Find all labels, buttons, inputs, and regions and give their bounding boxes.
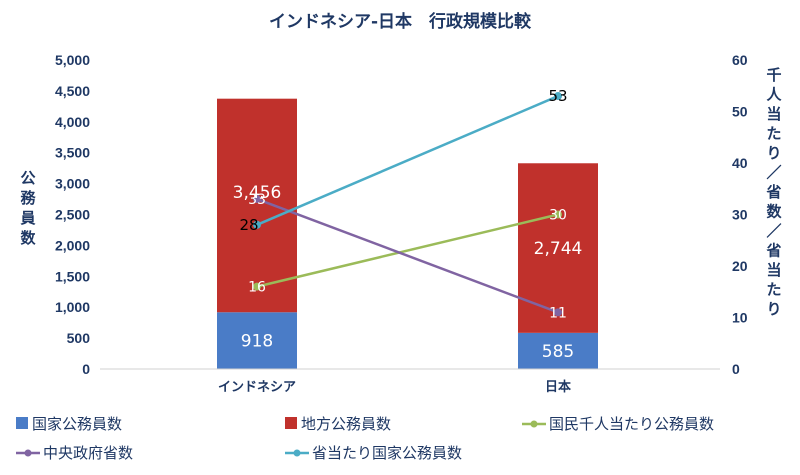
category-labels: インドネシア 日本	[218, 379, 571, 395]
legend-marker	[293, 449, 301, 457]
line-value-label: 33	[248, 192, 266, 208]
y-tick-label: 3,000	[55, 176, 90, 192]
y-tick-label: 3,500	[55, 145, 90, 161]
y2-tick-label: 30	[732, 207, 748, 223]
y-tick-label: 2,000	[55, 237, 90, 253]
legend-marker	[530, 420, 538, 428]
line-series	[253, 92, 562, 317]
line-2	[256, 94, 559, 226]
y2-tick-label: 50	[732, 104, 748, 120]
y-tick-label: 0	[82, 361, 90, 377]
y-tick-label: 1,500	[55, 268, 90, 284]
line-1	[256, 197, 559, 314]
category-label: 日本	[545, 379, 571, 395]
legend-label: 省当たり国家公務員数	[312, 444, 462, 462]
y2-tick-label: 40	[732, 155, 748, 171]
y-tick-label: 500	[67, 330, 91, 346]
line-value-label: 11	[549, 305, 567, 321]
legend-label: 地方公務員数	[301, 415, 391, 433]
bar-value-label: 585	[542, 342, 574, 362]
line-value-label: 28	[239, 216, 258, 234]
y-axis-ticks: 0 500 1,000 1,500 2,000 2,500 3,000 3,500 4,000 4…	[55, 52, 90, 377]
bar-national-0	[217, 312, 297, 369]
bar-value-label: 918	[241, 332, 273, 352]
y2-axis-ticks: 0 10 20 30 40 50 60	[732, 52, 748, 377]
y2-tick-label: 0	[732, 361, 740, 377]
legend-swatch	[16, 417, 28, 429]
bar-value-label: 3,456	[233, 183, 282, 203]
bar-local-0	[217, 98, 297, 313]
bar-series	[217, 98, 598, 369]
line-0	[256, 213, 559, 288]
line-point-1-1	[554, 308, 562, 317]
line-value-label: 30	[549, 208, 567, 224]
line-point-1-0	[253, 195, 261, 204]
y-tick-label: 4,500	[55, 83, 90, 99]
bar-local-1	[518, 163, 598, 333]
chart-title: インドネシア-日本 行政規模比較	[269, 11, 532, 32]
legend-label: 中央政府省数	[43, 444, 133, 462]
data-labels: 918 585 3,456 2,744 16 30 33 11 28 53	[233, 87, 583, 362]
y-axis-label: 公務員数	[19, 169, 36, 247]
y-tick-label: 5,000	[55, 52, 90, 68]
y2-axis-label: 千人当たり／省数／省当たり	[765, 66, 782, 318]
y-tick-label: 1,000	[55, 299, 90, 315]
legend-marker	[24, 449, 32, 457]
line-value-label: 53	[548, 87, 567, 105]
y2-tick-label: 20	[732, 258, 748, 274]
y-tick-label: 2,500	[55, 207, 90, 223]
category-label: インドネシア	[218, 380, 296, 395]
y2-tick-label: 10	[732, 310, 748, 326]
y2-tick-label: 60	[732, 52, 748, 68]
line-value-label: 16	[248, 280, 266, 296]
line-point-0-0	[253, 282, 261, 291]
legend-swatch	[285, 417, 297, 429]
line-point-2-0	[253, 220, 261, 229]
bar-value-label: 2,744	[534, 239, 583, 259]
legend-label: 国家公務員数	[32, 415, 122, 433]
legend-label: 国民千人当たり公務員数	[549, 415, 714, 433]
y-tick-label: 4,000	[55, 114, 90, 130]
line-point-2-1	[554, 92, 562, 101]
bar-national-1	[518, 332, 598, 369]
line-point-0-1	[554, 210, 562, 219]
